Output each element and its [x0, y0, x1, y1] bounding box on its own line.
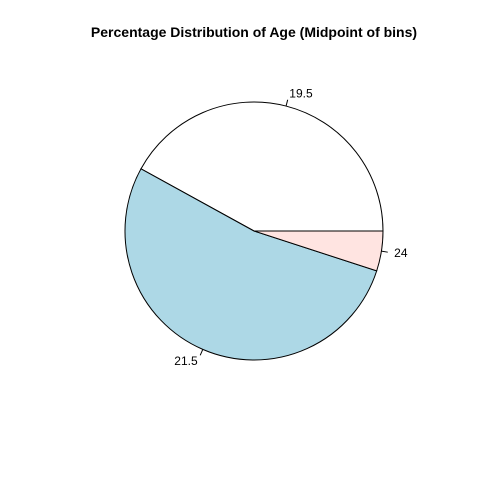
leader-line-24 — [381, 250, 388, 253]
pie-slices — [124, 101, 384, 361]
slice-label-19.5: 19.5 — [289, 87, 313, 101]
pie-slice-21.5 — [124, 168, 378, 361]
leader-line-21.5 — [199, 349, 204, 356]
pie-slice-19.5 — [140, 101, 384, 232]
slice-label-24: 24 — [394, 246, 408, 260]
pie-slice-24 — [253, 230, 384, 272]
pie-labels: 19.5 21.5 24 — [174, 87, 408, 369]
slice-label-21.5: 21.5 — [174, 354, 198, 368]
leader-line-19.5 — [285, 99, 289, 107]
chart-title: Percentage Distribution of Age (Midpoint… — [91, 24, 417, 40]
